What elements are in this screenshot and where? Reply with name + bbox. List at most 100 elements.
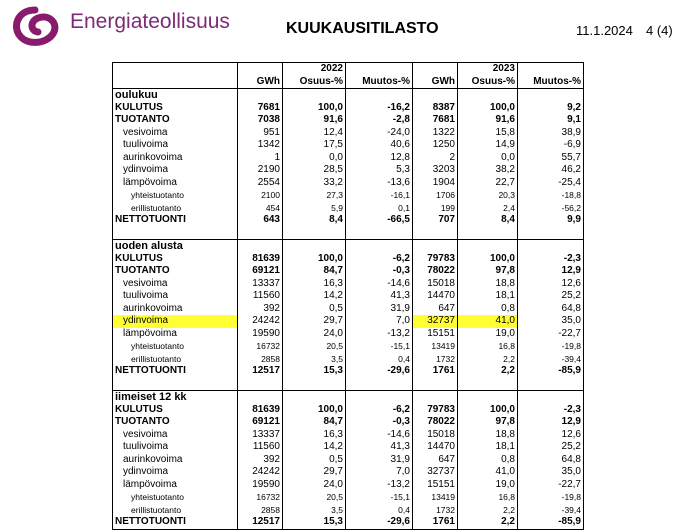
value-cell: 55,7 <box>517 151 584 164</box>
cell <box>517 239 584 253</box>
data-row: TUOTANTO 7038 91,6 -2,8 7681 91,6 9,1 <box>113 114 584 127</box>
value-cell: 9,1 <box>517 114 584 127</box>
value-cell: 19,0 <box>457 327 518 340</box>
row-label: yhteistuotanto <box>131 492 184 503</box>
section-row: uoden alusta <box>112 239 584 253</box>
row-label: yhteistuotanto <box>131 190 184 201</box>
column-header: Muutos-% <box>517 75 584 89</box>
logo-text: Energiateollisuus <box>70 10 230 33</box>
value-cell: 64,8 <box>517 453 584 466</box>
value-cell: -6,2 <box>345 252 413 265</box>
cell <box>517 88 584 102</box>
blank-row <box>113 377 584 391</box>
data-row: ydinvoima 24242 29,7 7,0 32737 41,0 35,0 <box>112 315 584 328</box>
value-cell: 19,0 <box>457 478 518 491</box>
value-cell: -15,1 <box>345 491 413 504</box>
cell <box>237 62 283 76</box>
value-cell: -19,8 <box>517 491 584 504</box>
data-row: vesivoima 13337 16,3 -14,6 15018 18,8 12,6 <box>113 277 584 290</box>
value-cell: 0,5 <box>282 453 346 466</box>
cell <box>282 226 346 240</box>
data-row: tuulivoima 11560 14,2 41,3 14470 18,1 25,2 <box>113 441 584 454</box>
value-cell: 9,9 <box>517 214 584 227</box>
value-cell: 1250 <box>412 139 458 152</box>
date: 11.1.2024 <box>576 23 633 38</box>
value-cell: 0,4 <box>345 352 413 365</box>
value-cell: 97,8 <box>457 265 518 278</box>
statistics-table: 2022 2023 GWh Osuus-% Muutos-% GWh Osuus-% Muut… <box>112 62 584 530</box>
value-cell: 38,9 <box>517 126 584 139</box>
cell <box>282 239 346 253</box>
value-cell: 20,5 <box>282 340 346 353</box>
row-label: lämpövoima <box>123 176 177 188</box>
value-cell: 15151 <box>412 478 458 491</box>
value-cell: 31,9 <box>345 302 413 315</box>
value-cell: 0,5 <box>282 302 346 315</box>
value-cell: 0,0 <box>282 151 346 164</box>
value-cell: 91,6 <box>282 114 346 127</box>
value-cell: 24,0 <box>282 478 346 491</box>
value-cell: -85,9 <box>517 516 584 529</box>
value-cell: 2554 <box>237 176 283 189</box>
value-cell: 454 <box>237 201 283 214</box>
column-header: Osuus-% <box>457 75 518 89</box>
value-cell: 1904 <box>412 176 458 189</box>
cell <box>457 239 518 253</box>
column-header: GWh <box>237 75 283 89</box>
column-header: Muutos-% <box>345 75 413 89</box>
value-cell: 79783 <box>412 403 458 416</box>
value-cell: 31,9 <box>345 453 413 466</box>
value-cell: 28,5 <box>282 164 346 177</box>
value-cell: -6,2 <box>345 403 413 416</box>
data-row: lämpövoima 2554 33,2 -13,6 1904 22,7 -25,4 <box>113 176 584 189</box>
cell <box>412 226 458 240</box>
value-cell: 15151 <box>412 327 458 340</box>
row-label: NETTOTUONTI <box>115 516 186 528</box>
value-cell: 78022 <box>412 416 458 429</box>
value-cell: 32737 <box>412 466 458 479</box>
value-cell: 1706 <box>412 189 458 202</box>
value-cell: -39,4 <box>517 352 584 365</box>
row-label: tuulivoima <box>123 441 169 453</box>
value-cell: -13,2 <box>345 478 413 491</box>
data-row: ydinvoima 24242 29,7 7,0 32737 41,0 35,0 <box>113 466 584 479</box>
cell <box>237 88 283 102</box>
value-cell: 16,3 <box>282 428 346 441</box>
value-cell: 24242 <box>237 315 283 328</box>
cell <box>282 390 346 404</box>
value-cell: 81639 <box>237 403 283 416</box>
value-cell: 12517 <box>237 516 283 529</box>
cell <box>237 226 283 240</box>
header-row: 2022 2023 <box>113 62 584 76</box>
value-cell: 2100 <box>237 189 283 202</box>
row-label: ydinvoima <box>123 466 169 478</box>
data-row: aurinkovoima 392 0,5 31,9 647 0,8 64,8 <box>113 453 584 466</box>
value-cell: 3203 <box>412 164 458 177</box>
data-row: KULUTUS 7681 100,0 -16,2 8387 100,0 9,2 <box>113 101 584 114</box>
data-row: erillistuotanto 2858 3,5 0,4 1732 2,2 -39,4 <box>113 503 584 516</box>
value-cell: -16,2 <box>345 101 413 114</box>
row-label: yhteistuotanto <box>131 341 184 352</box>
value-cell: -18,8 <box>517 189 584 202</box>
data-row: NETTOTUONTI 12517 15,3 -29,6 1761 2,2 -85,9 <box>113 516 584 529</box>
cell <box>113 378 238 391</box>
value-cell: 24,0 <box>282 327 346 340</box>
row-label: KULUTUS <box>115 252 163 264</box>
value-cell: 7038 <box>237 114 283 127</box>
value-cell: 9,2 <box>517 101 584 114</box>
value-cell: 647 <box>412 453 458 466</box>
value-cell: 16732 <box>237 340 283 353</box>
value-cell: 7,0 <box>345 466 413 479</box>
data-row: TUOTANTO 69121 84,7 -0,3 78022 97,8 12,9 <box>113 416 584 429</box>
cell <box>282 377 346 391</box>
value-cell: 38,2 <box>457 164 518 177</box>
data-row: vesivoima 951 12,4 -24,0 1322 15,8 38,9 <box>113 126 584 139</box>
value-cell: 5,3 <box>345 164 413 177</box>
value-cell: 392 <box>237 453 283 466</box>
value-cell: -29,6 <box>345 365 413 378</box>
value-cell: 24242 <box>237 466 283 479</box>
cell <box>237 390 283 404</box>
cell <box>457 377 518 391</box>
row-label: vesivoima <box>123 126 168 138</box>
year-header: 2023 <box>457 62 518 76</box>
